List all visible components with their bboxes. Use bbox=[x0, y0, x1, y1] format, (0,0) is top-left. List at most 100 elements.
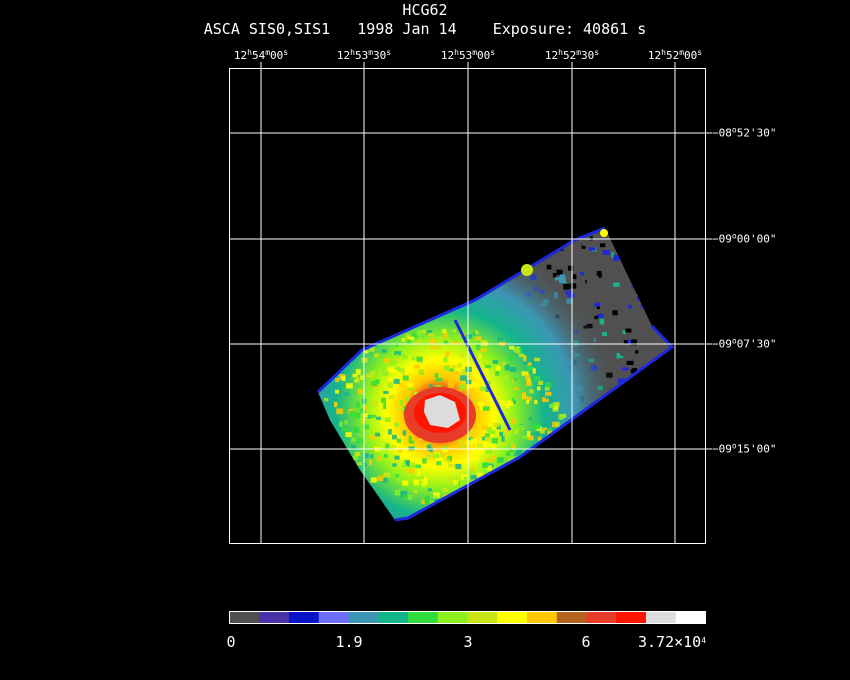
speckle-pixel bbox=[360, 529, 366, 533]
speckle-pixel bbox=[662, 234, 669, 239]
speckle-pixel bbox=[668, 521, 671, 527]
speckle-pixel bbox=[625, 435, 633, 439]
speckle-pixel bbox=[487, 528, 490, 532]
speckle-pixel bbox=[436, 344, 443, 350]
speckle-pixel bbox=[407, 294, 413, 300]
speckle-pixel bbox=[654, 250, 659, 256]
speckle-pixel bbox=[665, 397, 672, 401]
speckle-pixel bbox=[523, 359, 529, 365]
speckle-pixel bbox=[603, 221, 610, 224]
colorbar-swatch bbox=[646, 611, 677, 624]
speckle-pixel bbox=[461, 223, 464, 228]
colorbar-label: 1.9 bbox=[335, 633, 363, 651]
speckle-pixel bbox=[325, 243, 331, 249]
speckle-pixel bbox=[682, 438, 688, 442]
speckle-pixel bbox=[615, 397, 622, 401]
speckle-pixel bbox=[395, 343, 399, 349]
speckle-pixel bbox=[683, 368, 687, 373]
speckle-pixel bbox=[349, 410, 356, 417]
speckle-pixel bbox=[380, 420, 384, 425]
speckle-pixel bbox=[457, 265, 464, 270]
speckle-pixel bbox=[312, 300, 316, 304]
speckle-pixel bbox=[646, 233, 652, 238]
speckle-pixel bbox=[482, 406, 490, 411]
speckle-pixel bbox=[622, 228, 630, 231]
speckle-pixel bbox=[399, 400, 404, 405]
speckle-pixel bbox=[522, 396, 529, 400]
speckle-pixel bbox=[485, 448, 493, 454]
speckle-pixel bbox=[528, 417, 533, 421]
speckle-pixel bbox=[584, 526, 588, 530]
speckle-pixel bbox=[408, 231, 415, 236]
speckle-pixel bbox=[514, 451, 521, 456]
speckle-pixel bbox=[419, 369, 424, 376]
speckle-pixel bbox=[476, 344, 481, 350]
speckle-pixel bbox=[331, 450, 337, 455]
speckle-pixel bbox=[513, 348, 518, 353]
speckle-pixel bbox=[310, 527, 317, 532]
speckle-pixel bbox=[471, 438, 478, 444]
speckle-pixel bbox=[486, 465, 492, 471]
speckle-pixel bbox=[580, 460, 588, 465]
speckle-pixel bbox=[637, 264, 644, 269]
speckle-pixel bbox=[374, 353, 380, 358]
speckle-pixel bbox=[578, 469, 584, 476]
speckle-pixel bbox=[480, 386, 486, 391]
speckle-pixel bbox=[447, 521, 453, 524]
speckle-pixel bbox=[453, 283, 460, 289]
speckle-pixel bbox=[356, 241, 360, 247]
speckle-pixel bbox=[440, 452, 445, 458]
speckle-pixel bbox=[354, 412, 361, 419]
speckle-pixel bbox=[456, 497, 462, 502]
speckle-pixel bbox=[516, 245, 524, 250]
speckle-pixel bbox=[424, 496, 430, 501]
speckle-pixel bbox=[411, 333, 419, 338]
speckle-pixel bbox=[318, 489, 322, 496]
speckle-pixel bbox=[303, 277, 307, 282]
speckle-pixel bbox=[609, 524, 612, 528]
speckle-pixel bbox=[453, 494, 459, 501]
speckle-pixel bbox=[384, 303, 389, 309]
speckle-pixel bbox=[424, 517, 430, 520]
speckle-pixel bbox=[310, 456, 315, 461]
speckle-pixel bbox=[318, 315, 320, 320]
speckle-pixel bbox=[396, 366, 401, 371]
speckle-pixel bbox=[430, 246, 437, 253]
speckle-pixel bbox=[354, 522, 358, 526]
speckle-pixel bbox=[539, 222, 543, 227]
speckle-pixel bbox=[413, 528, 416, 531]
speckle-pixel bbox=[408, 435, 412, 441]
speckle-pixel bbox=[607, 510, 614, 515]
speckle-pixel bbox=[650, 303, 655, 309]
speckle-pixel bbox=[320, 434, 326, 440]
speckle-pixel bbox=[434, 372, 439, 378]
speckle-pixel bbox=[352, 426, 359, 433]
speckle-pixel bbox=[342, 473, 349, 479]
speckle-pixel bbox=[397, 406, 404, 411]
speckle-pixel bbox=[447, 382, 455, 389]
speckle-pixel bbox=[344, 392, 350, 396]
speckle-pixel bbox=[628, 425, 634, 430]
speckle-pixel bbox=[321, 454, 327, 460]
speckle-pixel bbox=[398, 523, 404, 527]
speckle-pixel bbox=[522, 435, 528, 439]
speckle-pixel bbox=[475, 525, 480, 529]
speckle-pixel bbox=[383, 403, 387, 410]
colorbar-swatch bbox=[259, 611, 290, 624]
speckle-pixel bbox=[573, 523, 579, 527]
speckle-pixel bbox=[507, 355, 515, 361]
speckle-pixel bbox=[592, 431, 600, 435]
speckle-pixel bbox=[682, 392, 686, 395]
speckle-pixel bbox=[445, 279, 452, 284]
speckle-pixel bbox=[666, 466, 672, 472]
speckle-pixel bbox=[421, 483, 426, 487]
speckle-pixel bbox=[377, 475, 384, 481]
speckle-pixel bbox=[452, 329, 457, 333]
speckle-pixel bbox=[559, 461, 564, 467]
speckle-pixel bbox=[631, 406, 639, 410]
speckle-pixel bbox=[432, 453, 440, 459]
speckle-pixel bbox=[617, 391, 624, 397]
speckle-pixel bbox=[636, 276, 643, 282]
speckle-pixel bbox=[457, 439, 463, 443]
speckle-pixel bbox=[582, 220, 586, 225]
